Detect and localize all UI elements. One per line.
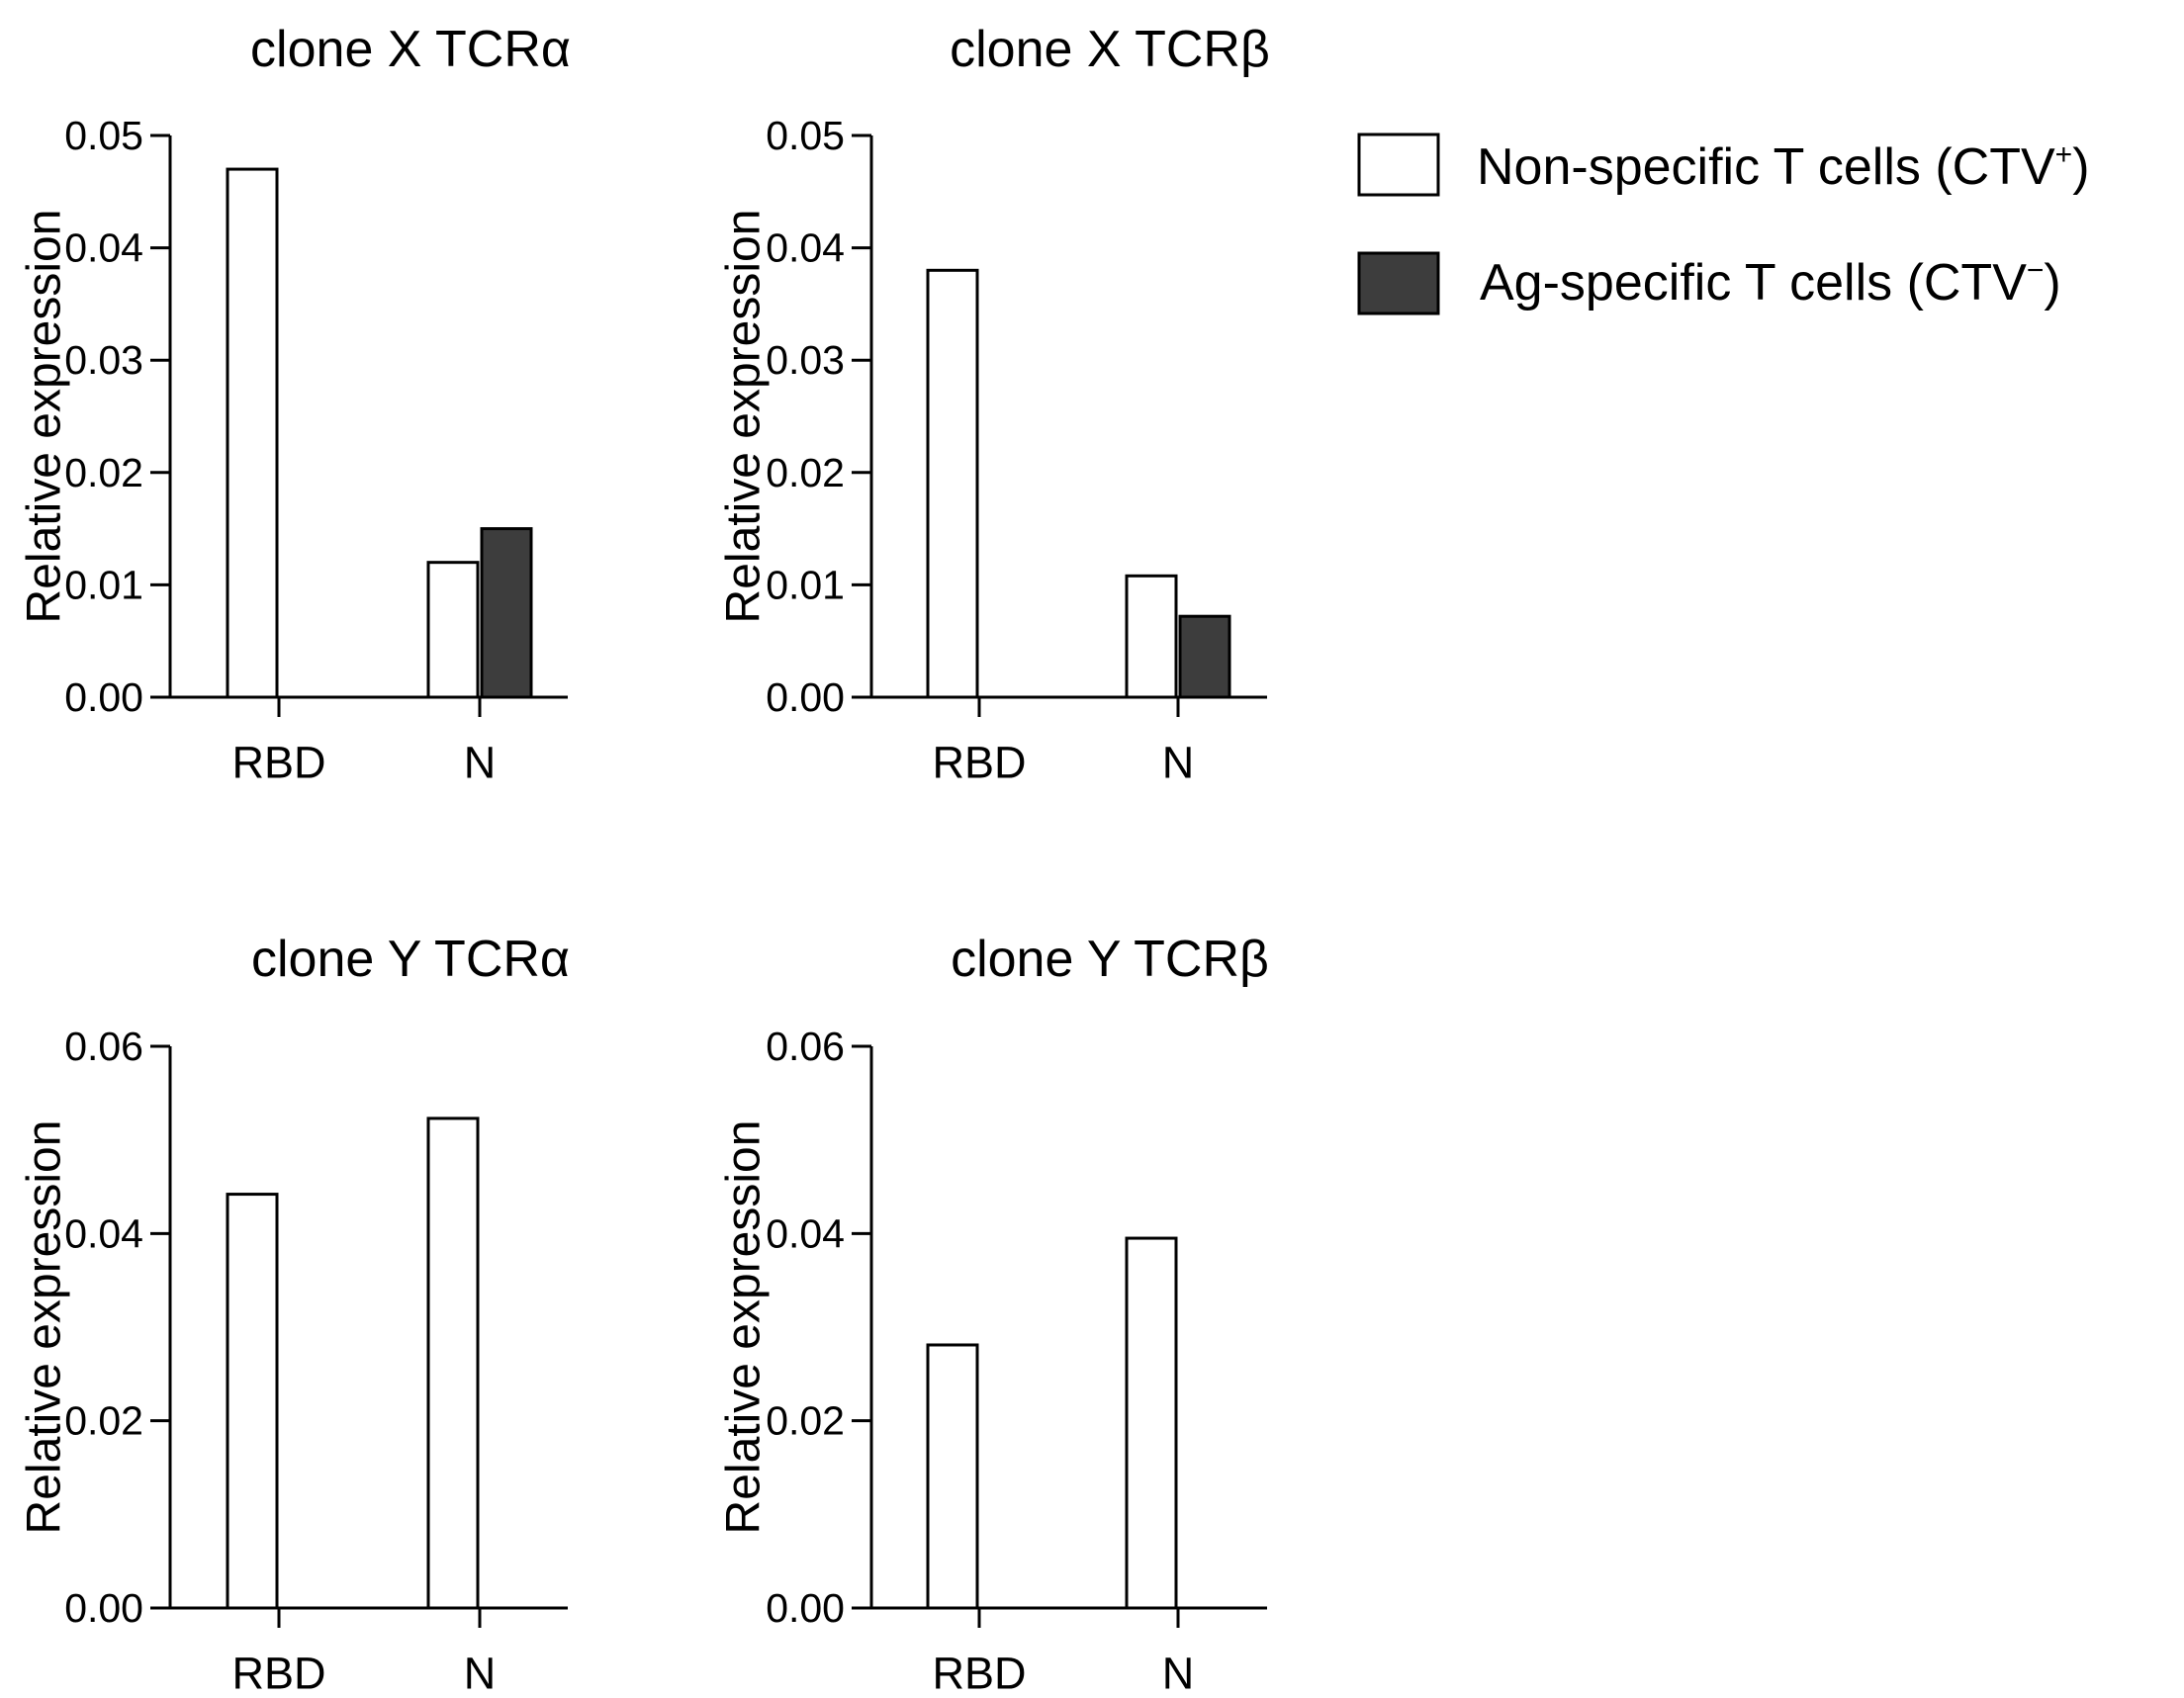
x-category-label: N xyxy=(464,1649,497,1698)
bar-ag-specific-n xyxy=(1178,614,1231,699)
chart-title: clone X TCRβ xyxy=(950,21,1270,78)
y-tick-label: 0.04 xyxy=(766,225,845,271)
x-category-label: RBD xyxy=(231,738,325,788)
y-tick-label: 0.04 xyxy=(64,225,143,271)
bar-non-specific-n xyxy=(1125,574,1178,699)
chart-panel-2: clone X TCRβ Relative expression 0.00 0.01 0… xyxy=(718,21,1270,788)
bar-non-specific-rbd xyxy=(926,1343,979,1610)
y-tick-label: 0.01 xyxy=(766,562,845,607)
bar-non-specific-n xyxy=(426,561,480,699)
legend-label-agspecific: Ag-specific T cells (CTV−) xyxy=(1480,254,2061,312)
bar-non-specific-rbd xyxy=(226,1193,279,1610)
bar-ag-specific-n xyxy=(480,527,533,699)
y-axis-label: Relative expression xyxy=(19,1120,71,1535)
x-category-label: RBD xyxy=(932,738,1026,788)
chart-panel-1: clone X TCRα Relative expression 0.00 0.01 0… xyxy=(19,21,571,788)
y-tick-label: 0.02 xyxy=(766,1398,845,1444)
chart-panels: clone X TCRα Relative expression 0.00 0.01 0… xyxy=(19,21,1270,1698)
y-tick-label: 0.03 xyxy=(64,337,143,383)
chart-panel-3: clone Y TCRα Relative expression 0.00 0.02 0… xyxy=(19,931,571,1698)
x-category-label: N xyxy=(1162,738,1195,788)
legend: Non-specific T cells (CTV+) Ag-specific … xyxy=(1357,133,2090,315)
x-category-label: RBD xyxy=(231,1649,325,1698)
y-axis-label: Relative expression xyxy=(718,1120,771,1535)
y-tick-label: 0.00 xyxy=(766,674,845,720)
y-tick-label: 0.02 xyxy=(64,1398,143,1444)
x-category-label: RBD xyxy=(932,1649,1026,1698)
bar-non-specific-n xyxy=(426,1117,480,1610)
y-tick-label: 0.05 xyxy=(64,113,143,158)
bar-non-specific-rbd xyxy=(226,167,279,699)
y-tick-label: 0.00 xyxy=(64,1585,143,1631)
chart-title: clone Y TCRβ xyxy=(951,931,1269,988)
y-tick-label: 0.02 xyxy=(766,450,845,495)
y-tick-label: 0.00 xyxy=(766,1585,845,1631)
y-tick-label: 0.06 xyxy=(766,1024,845,1069)
legend-label-nonspecific: Non-specific T cells (CTV+) xyxy=(1477,138,2090,196)
chart-title: clone Y TCRα xyxy=(251,931,570,988)
y-tick-label: 0.05 xyxy=(766,113,845,158)
y-tick-label: 0.06 xyxy=(64,1024,143,1069)
x-category-label: N xyxy=(464,738,497,788)
y-tick-label: 0.03 xyxy=(766,337,845,383)
y-tick-label: 0.04 xyxy=(64,1210,143,1256)
y-axis-label: Relative expression xyxy=(19,210,71,624)
x-category-label: N xyxy=(1162,1649,1195,1698)
y-tick-label: 0.02 xyxy=(64,450,143,495)
legend-swatch-agspecific xyxy=(1357,251,1440,315)
y-tick-label: 0.04 xyxy=(766,1210,845,1256)
chart-panel-4: clone Y TCRβ Relative expression 0.00 0.02 0… xyxy=(718,931,1269,1698)
chart-title: clone X TCRα xyxy=(250,21,571,78)
y-axis-label: Relative expression xyxy=(718,210,771,624)
y-tick-label: 0.01 xyxy=(64,562,143,607)
legend-swatch-nonspecific xyxy=(1357,133,1440,197)
y-tick-label: 0.00 xyxy=(64,674,143,720)
bar-non-specific-rbd xyxy=(926,268,979,699)
bar-non-specific-n xyxy=(1125,1236,1178,1610)
